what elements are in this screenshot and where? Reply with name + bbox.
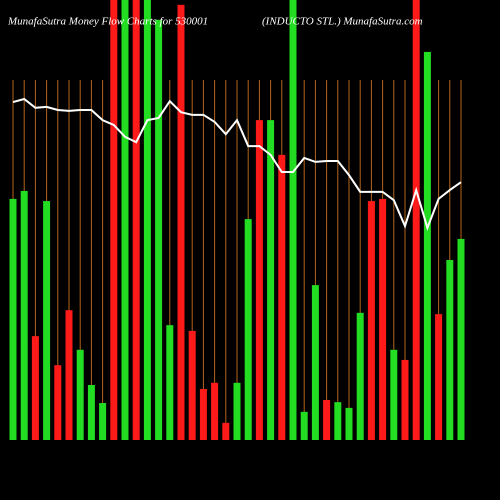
bar <box>54 365 62 440</box>
money-flow-line <box>12 97 462 232</box>
bar <box>446 260 454 440</box>
bar <box>9 198 17 440</box>
bar <box>334 402 342 440</box>
bar <box>20 190 28 440</box>
bar <box>121 0 129 440</box>
bar <box>367 201 375 440</box>
bar <box>188 330 196 440</box>
bar <box>423 51 431 441</box>
bar <box>255 120 263 441</box>
bar <box>435 314 443 440</box>
bar <box>143 0 151 440</box>
bar <box>132 0 140 440</box>
bar <box>345 407 353 440</box>
bar <box>222 422 230 440</box>
bar <box>166 325 174 440</box>
bar <box>31 336 39 440</box>
bar <box>278 154 286 440</box>
bar <box>379 198 387 440</box>
bar <box>76 349 84 440</box>
bar <box>199 388 207 440</box>
bar <box>311 285 319 440</box>
bar <box>43 201 51 440</box>
bar <box>300 411 308 440</box>
bar <box>267 120 275 441</box>
bar <box>87 385 95 440</box>
chart-subtitle: (INDUCTO STL.) MunafaSutra.com <box>262 16 423 28</box>
bar <box>356 312 364 440</box>
bar <box>155 19 163 441</box>
bar <box>110 0 118 440</box>
bar <box>65 310 73 440</box>
bar <box>177 4 185 441</box>
bar <box>99 403 107 440</box>
bar <box>289 0 297 440</box>
bars <box>9 0 465 441</box>
bar <box>211 382 219 440</box>
bar <box>390 349 398 440</box>
bar <box>401 359 409 440</box>
chart-title: MunafaSutra Money Flow Charts for 530001 <box>7 16 208 28</box>
bar <box>244 219 252 440</box>
bar <box>457 238 465 440</box>
bar <box>323 399 331 440</box>
bar <box>233 382 241 440</box>
bar <box>412 0 420 440</box>
